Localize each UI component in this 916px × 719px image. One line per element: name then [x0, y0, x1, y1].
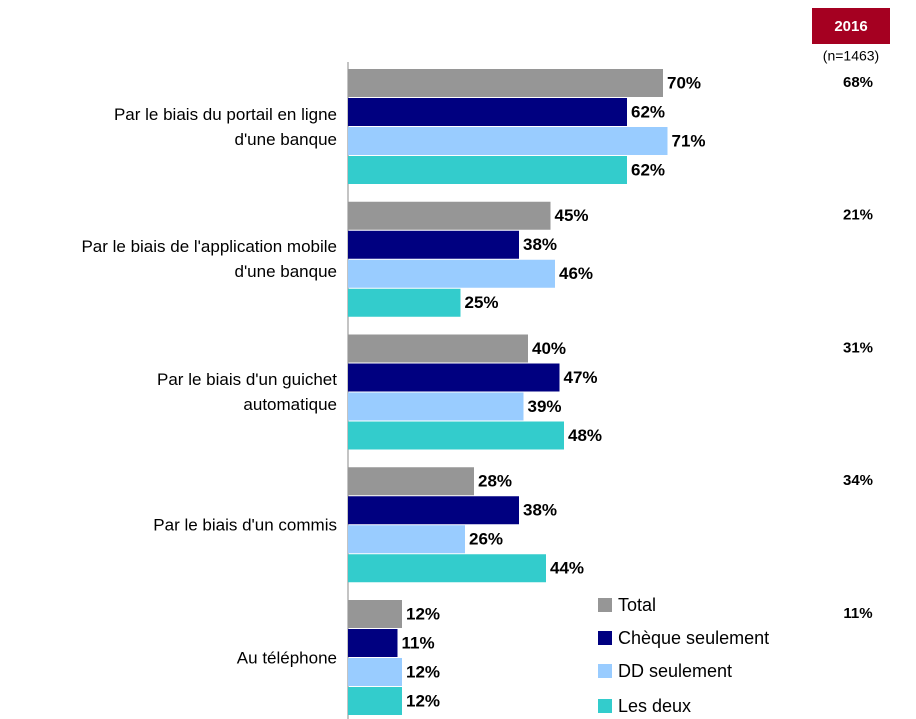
data-label: 12% [406, 604, 440, 623]
bar [348, 687, 402, 715]
side-header: 2016 [834, 18, 867, 35]
bar [348, 98, 627, 126]
bar [348, 201, 551, 230]
data-label: 48% [568, 426, 602, 445]
side-value: 21% [843, 207, 873, 224]
data-label: 12% [406, 691, 440, 710]
data-label: 12% [406, 662, 440, 681]
bar [348, 392, 524, 421]
data-label: 26% [469, 530, 503, 549]
data-label: 25% [465, 293, 499, 312]
data-label: 28% [478, 472, 512, 491]
data-label: 47% [564, 368, 598, 387]
side-value: 31% [843, 339, 873, 356]
bar [348, 230, 519, 259]
bar [348, 334, 528, 363]
category-label: Par le biais d'un commis [153, 515, 337, 535]
legend-label: Total [618, 595, 656, 615]
bar [348, 600, 402, 628]
legend-label: Les deux [618, 696, 691, 716]
legend-swatch [598, 631, 612, 645]
data-label: 46% [559, 264, 593, 283]
data-label: 38% [523, 235, 557, 254]
side-value: 34% [843, 472, 873, 489]
bar [348, 363, 560, 392]
data-label: 44% [550, 559, 584, 578]
data-label: 40% [532, 339, 566, 358]
bar [348, 554, 546, 583]
data-label: 62% [631, 160, 665, 179]
legend-label: DD seulement [618, 661, 732, 681]
bar [348, 421, 564, 450]
legend-swatch [598, 699, 612, 713]
data-label: 71% [672, 131, 706, 150]
category-label: Au téléphone [236, 648, 337, 667]
data-label: 39% [528, 397, 562, 416]
data-label: 45% [555, 206, 589, 225]
data-label: 11% [402, 633, 435, 652]
legend-label: Chèque seulement [618, 628, 769, 648]
bar [348, 288, 461, 317]
bar [348, 629, 398, 657]
bar [348, 658, 402, 686]
category-label: Par le biais du portail en ligne d'une b… [113, 104, 337, 149]
bar [348, 525, 465, 554]
side-value: 68% [843, 74, 873, 91]
data-label: 70% [667, 73, 701, 92]
bar [348, 467, 474, 496]
category-label: Par le biais d'un guichet automatique [157, 370, 337, 414]
side-subtitle: (n=1463) [823, 48, 879, 64]
data-label: 62% [631, 102, 665, 121]
side-value: 11% [843, 605, 872, 622]
bar [348, 259, 555, 288]
legend-swatch [598, 598, 612, 612]
category-label: Par le biais de l'application mobile d'u… [81, 237, 337, 282]
bar [348, 156, 627, 184]
legend-swatch [598, 664, 612, 678]
side-header-box [812, 8, 890, 44]
bar [348, 496, 519, 525]
bar [348, 69, 663, 97]
data-label: 38% [523, 501, 557, 520]
bar [348, 127, 668, 155]
